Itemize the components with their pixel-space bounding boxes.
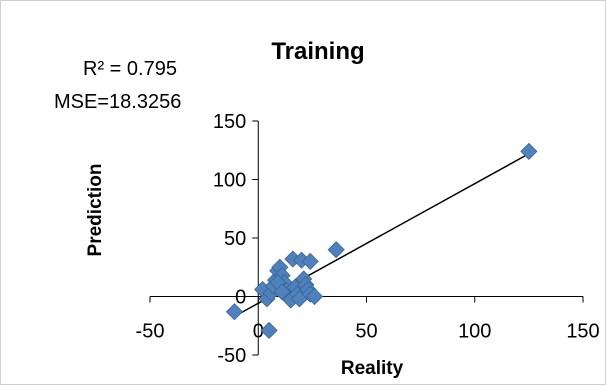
data-point bbox=[260, 321, 278, 339]
data-point bbox=[520, 142, 538, 160]
y-tick-label: 50 bbox=[224, 228, 246, 250]
data-point bbox=[305, 287, 324, 306]
data-point bbox=[273, 283, 291, 301]
y-tick-label: -50 bbox=[217, 345, 246, 367]
data-point bbox=[327, 241, 345, 259]
data-points bbox=[225, 142, 538, 339]
x-axis-title: Reality bbox=[341, 358, 404, 379]
mse-label: MSE=18.3256 bbox=[54, 91, 181, 113]
data-point bbox=[225, 303, 244, 321]
x-tick-labels: -50 0 50 100 150 bbox=[136, 321, 600, 343]
data-point bbox=[301, 252, 319, 270]
axes bbox=[149, 120, 584, 356]
y-tick-label: 100 bbox=[213, 170, 246, 192]
x-tick-label: 150 bbox=[566, 321, 599, 343]
x-tick-label: 50 bbox=[355, 321, 377, 343]
y-tick-label: 0 bbox=[235, 287, 246, 309]
chart-title: Training bbox=[271, 38, 364, 65]
y-axis-title: Prediction bbox=[85, 164, 106, 257]
x-tick-label: 0 bbox=[253, 321, 264, 343]
y-tick-label: 150 bbox=[213, 111, 246, 133]
x-tick-label: 100 bbox=[458, 321, 491, 343]
r-squared-label: R² = 0.795 bbox=[83, 58, 177, 80]
y-tick-labels: -50 0 50 100 150 bbox=[213, 111, 246, 367]
x-tick-label: -50 bbox=[136, 321, 165, 343]
